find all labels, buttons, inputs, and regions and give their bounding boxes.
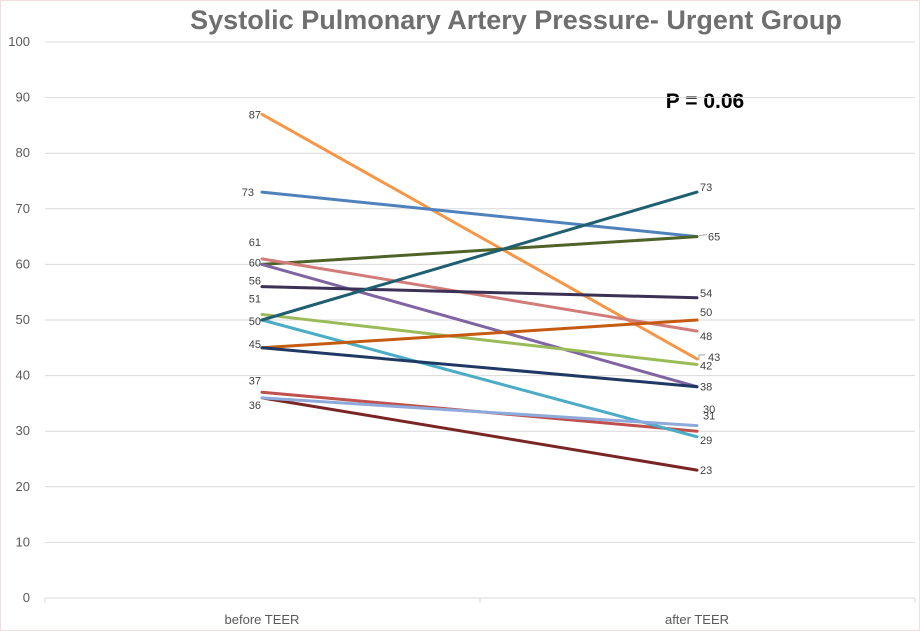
series-line bbox=[260, 262, 699, 389]
series-line bbox=[260, 285, 699, 300]
gridlines bbox=[44, 41, 916, 603]
data-label-before: 56 bbox=[249, 276, 261, 288]
series-line bbox=[260, 396, 699, 472]
label-leader-line bbox=[698, 234, 708, 237]
data-label-before: 50 bbox=[249, 316, 261, 328]
data-label-after: 54 bbox=[700, 288, 712, 300]
data-label-before: 36 bbox=[249, 400, 261, 412]
data-label-after: 30 bbox=[703, 404, 715, 416]
p-value-annotation: P = 0.06 bbox=[666, 90, 744, 113]
label-leader-line bbox=[698, 354, 705, 360]
data-label-after: 43 bbox=[708, 352, 720, 364]
y-tick-label: 30 bbox=[16, 423, 30, 438]
x-category-label: before TEER bbox=[225, 612, 300, 627]
y-tick-label: 10 bbox=[16, 534, 30, 549]
series-line bbox=[260, 396, 699, 428]
series-line bbox=[260, 318, 699, 439]
data-label-after: 65 bbox=[708, 232, 720, 244]
y-tick-label: 20 bbox=[16, 479, 30, 494]
data-label-before: 51 bbox=[249, 293, 261, 305]
data-label-after: 38 bbox=[700, 382, 712, 394]
y-tick-label: 80 bbox=[16, 145, 30, 160]
data-label-after: 48 bbox=[700, 331, 712, 343]
y-tick-label: 100 bbox=[8, 34, 30, 49]
y-tick-label: 40 bbox=[16, 368, 30, 383]
series-line bbox=[260, 312, 699, 366]
series-line bbox=[260, 190, 699, 239]
data-label-after: 42 bbox=[700, 360, 712, 372]
y-tick-label: 0 bbox=[23, 590, 30, 605]
data-label-after: 50 bbox=[700, 307, 712, 319]
data-label-before: 60 bbox=[249, 257, 261, 269]
y-tick-label: 60 bbox=[16, 256, 30, 271]
series-line bbox=[260, 257, 699, 333]
series-line bbox=[260, 235, 699, 266]
data-label-after: 31 bbox=[703, 411, 715, 423]
y-axis-ticks: 0 10 20 30 40 50 60 70 80 90 100 bbox=[8, 34, 30, 605]
data-label-after: 23 bbox=[700, 465, 712, 477]
y-tick-label: 50 bbox=[16, 312, 30, 327]
x-category-label: after TEER bbox=[665, 612, 729, 627]
data-label-before: 73 bbox=[242, 187, 254, 199]
series-line bbox=[260, 190, 699, 322]
series-line bbox=[260, 318, 699, 350]
data-label-after: 73 bbox=[700, 182, 712, 194]
data-label-before: 45 bbox=[249, 339, 261, 351]
series-lines bbox=[260, 112, 699, 472]
y-tick-label: 90 bbox=[16, 90, 30, 105]
y-tick-label: 70 bbox=[16, 201, 30, 216]
chart-title: Systolic Pulmonary Artery Pressure- Urge… bbox=[190, 5, 842, 35]
data-label-after: 29 bbox=[700, 435, 712, 447]
data-label-before: 61 bbox=[249, 237, 261, 249]
data-label-before: 37 bbox=[249, 375, 261, 387]
series-line bbox=[260, 346, 699, 389]
data-label-before: 87 bbox=[249, 109, 261, 121]
x-axis-categories: before TEER after TEER bbox=[225, 612, 729, 627]
